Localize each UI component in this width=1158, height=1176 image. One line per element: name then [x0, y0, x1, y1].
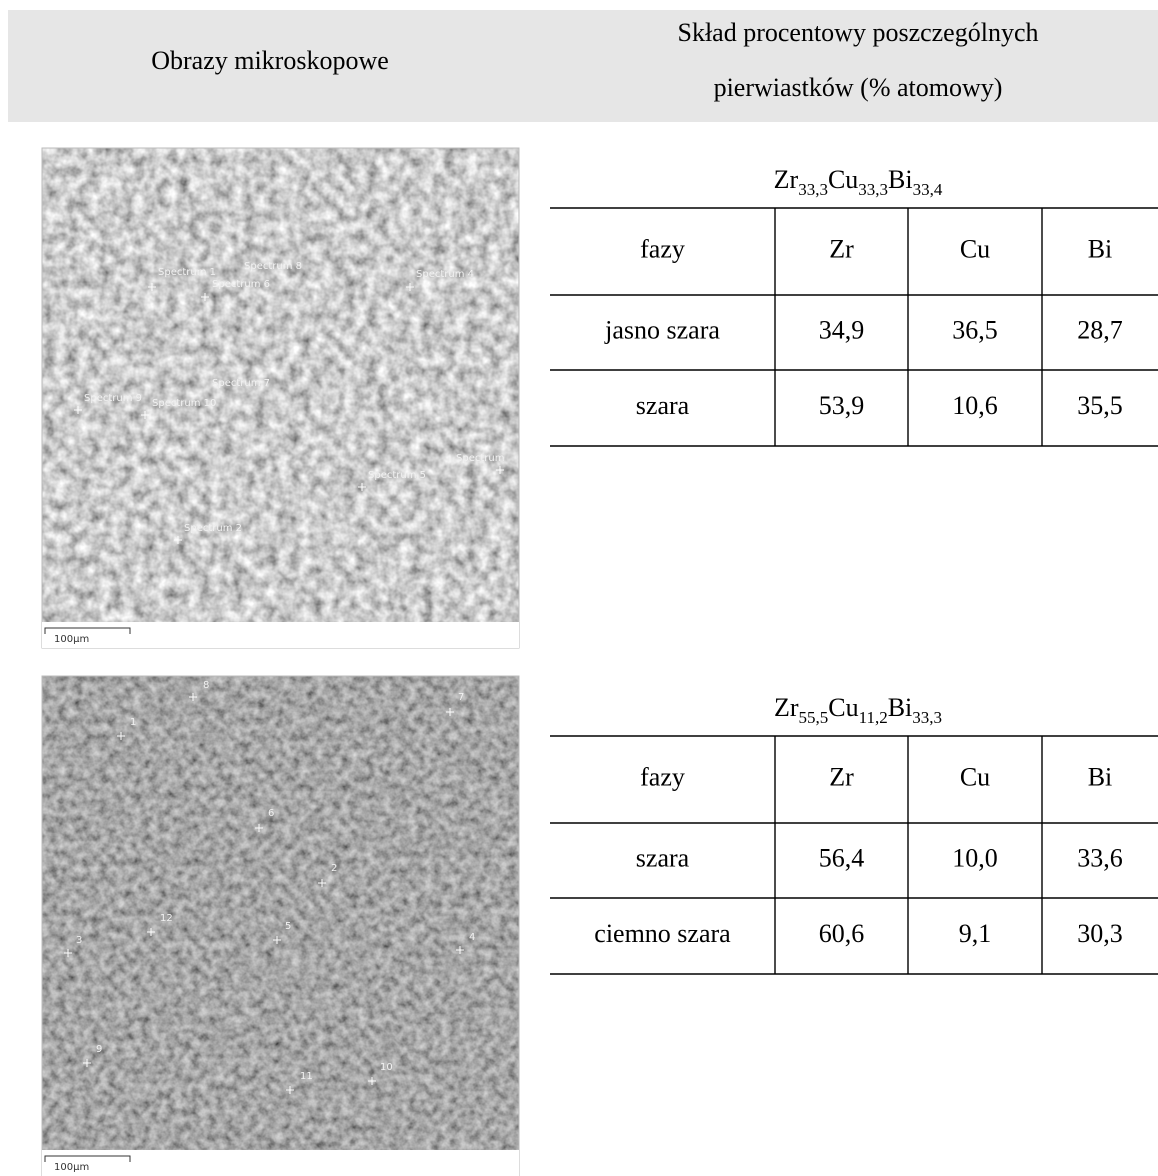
- element: Zr: [774, 165, 799, 194]
- micrograph: [42, 676, 519, 1150]
- table-header-cell: Zr: [829, 234, 854, 263]
- table-cell: 33,6: [1077, 843, 1123, 872]
- formula: Zr33,3Cu33,3Bi33,4: [774, 165, 943, 199]
- element: Bi: [888, 165, 913, 194]
- table-cell: 9,1: [959, 919, 992, 948]
- table-header-cell: fazy: [640, 762, 685, 791]
- subscript: 11,2: [859, 708, 888, 727]
- table-cell: szara: [636, 391, 690, 420]
- table-cell: 30,3: [1077, 919, 1123, 948]
- header-left: Obrazy mikroskopowe: [151, 46, 389, 75]
- formula: Zr55,5Cu11,2Bi33,3: [774, 693, 942, 727]
- spectrum-label: 2: [331, 863, 337, 874]
- table-header-cell: Zr: [829, 762, 854, 791]
- spectrum-label: 12: [160, 913, 173, 924]
- subscript: 33,3: [798, 180, 828, 199]
- table-cell: szara: [636, 843, 690, 872]
- document: Obrazy mikroskopowe Skład procentowy pos…: [0, 0, 1158, 1176]
- scale-strip: [42, 1150, 519, 1176]
- table-cell: 60,6: [819, 919, 865, 948]
- spectrum-label: 1: [130, 717, 136, 728]
- table-cell: 56,4: [819, 843, 865, 872]
- spectrum-label: Spectrum 2: [184, 523, 242, 534]
- spectrum-label: Spectrum 5: [368, 470, 426, 481]
- spectrum-label: 6: [268, 808, 274, 819]
- micrograph: [42, 148, 519, 622]
- subscript: 33,3: [912, 708, 942, 727]
- table-cell: ciemno szara: [594, 919, 731, 948]
- table-cell: 35,5: [1077, 391, 1123, 420]
- header-right: pierwiastków (% atomowy): [714, 73, 1003, 102]
- scale-strip: [42, 622, 519, 648]
- spectrum-label: Spectrum 9: [84, 393, 142, 404]
- spectrum-label: 9: [96, 1044, 102, 1055]
- spectrum-label: Spectrum 1: [158, 267, 216, 278]
- table-cell: jasno szara: [604, 315, 720, 344]
- header-right: Skład procentowy poszczególnych: [677, 18, 1038, 47]
- spectrum-label: 11: [300, 1071, 313, 1082]
- spectrum-label: 8: [203, 680, 209, 691]
- element: Cu: [828, 165, 858, 194]
- subscript: 33,3: [858, 180, 888, 199]
- subscript: 33,4: [913, 180, 943, 199]
- table-header-cell: Cu: [960, 234, 990, 263]
- spectrum-label: Spectrum 10: [152, 398, 216, 409]
- spectrum-label: 5: [285, 921, 291, 932]
- table-cell: 10,0: [952, 843, 998, 872]
- spectrum-label: Spectrum 8: [244, 261, 302, 272]
- table-header-cell: Bi: [1088, 234, 1113, 263]
- table-cell: 10,6: [952, 391, 998, 420]
- scale-label: 100µm: [54, 634, 89, 645]
- page: {"header": {"left": "Obrazy mikroskopowe…: [0, 0, 1158, 1176]
- table-cell: 36,5: [952, 315, 998, 344]
- spectrum-label: 7: [458, 692, 464, 703]
- spectrum-label: Spectrum 7: [212, 378, 270, 389]
- spectrum-label: 10: [380, 1062, 393, 1073]
- spectrum-label: 4: [469, 932, 475, 943]
- table-cell: 34,9: [819, 315, 865, 344]
- spectrum-label: 3: [76, 935, 82, 946]
- element: Bi: [888, 693, 913, 722]
- spectrum-label: Spectrum 4: [416, 269, 474, 280]
- spectrum-label: Spectrum: [456, 453, 504, 464]
- table-cell: 28,7: [1077, 315, 1123, 344]
- table-header-cell: fazy: [640, 234, 685, 263]
- element: Zr: [774, 693, 799, 722]
- table-header-cell: Bi: [1088, 762, 1113, 791]
- subscript: 55,5: [799, 708, 829, 727]
- scale-label: 100µm: [54, 1162, 89, 1173]
- spectrum-label: Spectrum 6: [212, 279, 270, 290]
- table-header-cell: Cu: [960, 762, 990, 791]
- table-cell: 53,9: [819, 391, 865, 420]
- element: Cu: [828, 693, 858, 722]
